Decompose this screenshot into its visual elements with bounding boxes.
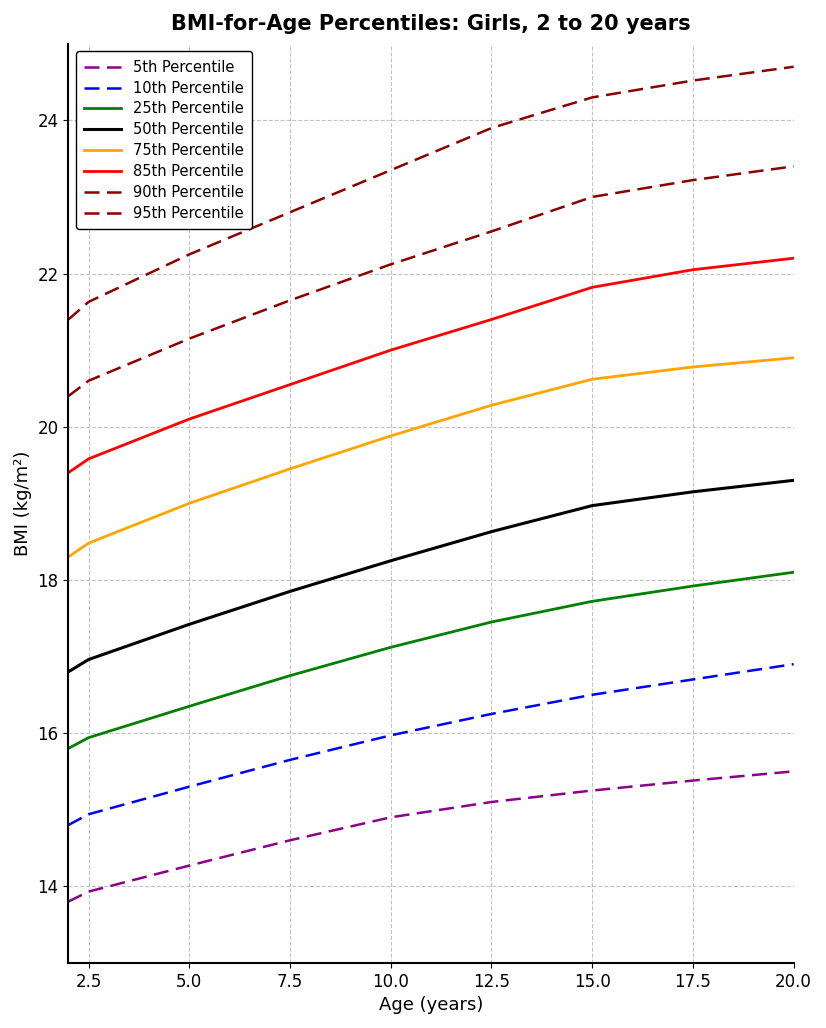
Line: 50th Percentile: 50th Percentile — [69, 480, 794, 672]
85th Percentile — [64, 467, 74, 479]
5th Percentile — [285, 834, 295, 846]
25th Percentile — [688, 580, 698, 592]
75th Percentile — [285, 463, 295, 475]
95th Percentile — [688, 74, 698, 86]
75th Percentile — [487, 399, 496, 411]
95th Percentile — [83, 296, 93, 308]
25th Percentile — [386, 641, 396, 654]
50th Percentile — [487, 525, 496, 538]
50th Percentile — [83, 654, 93, 666]
Title: BMI-for-Age Percentiles: Girls, 2 to 20 years: BMI-for-Age Percentiles: Girls, 2 to 20 … — [171, 14, 691, 34]
90th Percentile — [487, 225, 496, 237]
Line: 25th Percentile: 25th Percentile — [69, 573, 794, 748]
50th Percentile — [386, 554, 396, 566]
75th Percentile — [688, 361, 698, 373]
Line: 90th Percentile: 90th Percentile — [69, 167, 794, 396]
90th Percentile — [184, 332, 194, 344]
95th Percentile — [587, 91, 597, 104]
5th Percentile — [587, 784, 597, 797]
10th Percentile — [587, 689, 597, 701]
90th Percentile — [285, 294, 295, 306]
75th Percentile — [386, 430, 396, 442]
50th Percentile — [285, 585, 295, 597]
10th Percentile — [487, 707, 496, 720]
85th Percentile — [587, 282, 597, 294]
90th Percentile — [83, 374, 93, 387]
85th Percentile — [83, 452, 93, 465]
95th Percentile — [285, 206, 295, 218]
Line: 85th Percentile: 85th Percentile — [69, 258, 794, 473]
75th Percentile — [64, 551, 74, 563]
10th Percentile — [789, 658, 799, 670]
5th Percentile — [386, 811, 396, 823]
5th Percentile — [789, 765, 799, 777]
25th Percentile — [587, 595, 597, 608]
Line: 5th Percentile: 5th Percentile — [69, 771, 794, 902]
95th Percentile — [487, 122, 496, 135]
50th Percentile — [688, 485, 698, 498]
25th Percentile — [64, 742, 74, 755]
85th Percentile — [184, 413, 194, 426]
10th Percentile — [285, 754, 295, 766]
50th Percentile — [789, 474, 799, 486]
95th Percentile — [386, 164, 396, 177]
90th Percentile — [789, 160, 799, 173]
5th Percentile — [184, 859, 194, 872]
90th Percentile — [386, 258, 396, 270]
75th Percentile — [184, 498, 194, 510]
10th Percentile — [386, 729, 396, 741]
Y-axis label: BMI (kg/m²): BMI (kg/m²) — [14, 450, 32, 556]
50th Percentile — [587, 500, 597, 512]
Line: 75th Percentile: 75th Percentile — [69, 358, 794, 557]
85th Percentile — [487, 314, 496, 326]
5th Percentile — [83, 885, 93, 897]
Line: 95th Percentile: 95th Percentile — [69, 67, 794, 320]
95th Percentile — [184, 248, 194, 260]
75th Percentile — [83, 537, 93, 549]
25th Percentile — [83, 732, 93, 744]
85th Percentile — [285, 378, 295, 391]
85th Percentile — [386, 344, 396, 357]
10th Percentile — [64, 819, 74, 832]
90th Percentile — [64, 390, 74, 402]
75th Percentile — [587, 373, 597, 386]
10th Percentile — [184, 780, 194, 793]
75th Percentile — [789, 352, 799, 364]
90th Percentile — [587, 191, 597, 204]
Legend: 5th Percentile, 10th Percentile, 25th Percentile, 50th Percentile, 75th Percenti: 5th Percentile, 10th Percentile, 25th Pe… — [76, 51, 252, 229]
50th Percentile — [64, 666, 74, 678]
5th Percentile — [64, 895, 74, 908]
10th Percentile — [83, 808, 93, 820]
25th Percentile — [487, 616, 496, 628]
5th Percentile — [487, 796, 496, 808]
10th Percentile — [688, 673, 698, 686]
95th Percentile — [789, 61, 799, 73]
X-axis label: Age (years): Age (years) — [379, 996, 483, 1014]
50th Percentile — [184, 618, 194, 630]
85th Percentile — [688, 263, 698, 276]
Line: 10th Percentile: 10th Percentile — [69, 664, 794, 825]
85th Percentile — [789, 252, 799, 264]
25th Percentile — [285, 669, 295, 682]
25th Percentile — [184, 700, 194, 712]
25th Percentile — [789, 566, 799, 579]
5th Percentile — [688, 774, 698, 786]
95th Percentile — [64, 314, 74, 326]
90th Percentile — [688, 174, 698, 186]
